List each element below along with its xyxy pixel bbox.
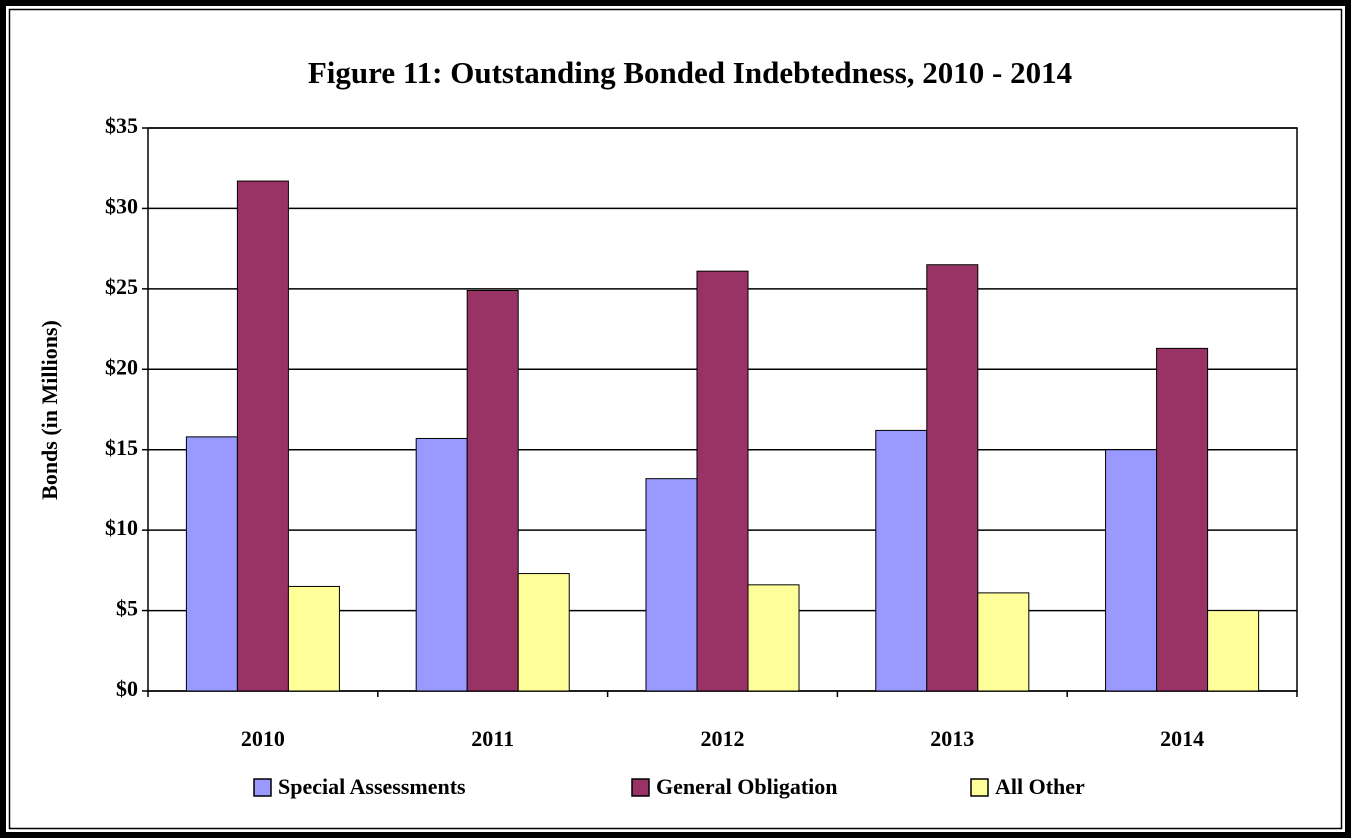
legend-swatch	[253, 778, 272, 797]
y-tick-label: $5	[116, 596, 138, 621]
bar	[645, 478, 698, 692]
bar	[977, 592, 1030, 692]
x-tick-label: 2013	[930, 726, 974, 751]
x-tick-label: 2011	[471, 726, 514, 751]
legend-label: General Obligation	[656, 774, 838, 799]
legend-swatch	[631, 778, 650, 797]
x-tick-label: 2014	[1160, 726, 1204, 751]
bar	[1207, 610, 1260, 692]
y-tick-label: $10	[105, 515, 138, 540]
bar	[875, 429, 928, 692]
y-axis-label: Bonds (in Millions)	[37, 320, 62, 500]
y-tick-label: $20	[105, 354, 138, 379]
bar	[466, 289, 519, 692]
legend-label: Special Assessments	[278, 774, 466, 799]
y-tick-label: $15	[105, 435, 138, 460]
bar	[517, 573, 570, 692]
x-tick-label: 2012	[701, 726, 745, 751]
y-tick-label: $25	[105, 274, 138, 299]
y-tick-label: $0	[116, 676, 138, 701]
legend-swatch	[970, 778, 989, 797]
chart-title: Figure 11: Outstanding Bonded Indebtedne…	[308, 55, 1072, 90]
inner-frame	[8, 8, 1343, 830]
bar	[696, 270, 749, 692]
bar	[185, 436, 238, 692]
bar	[1156, 347, 1209, 692]
bar	[747, 584, 800, 692]
bar	[1105, 449, 1158, 692]
bar	[415, 437, 468, 692]
bar	[287, 585, 340, 692]
bar	[236, 180, 289, 692]
y-tick-label: $30	[105, 193, 138, 218]
y-tick-label: $35	[105, 113, 138, 138]
bar	[926, 264, 979, 692]
x-tick-label: 2010	[241, 726, 285, 751]
legend-label: All Other	[995, 774, 1085, 799]
